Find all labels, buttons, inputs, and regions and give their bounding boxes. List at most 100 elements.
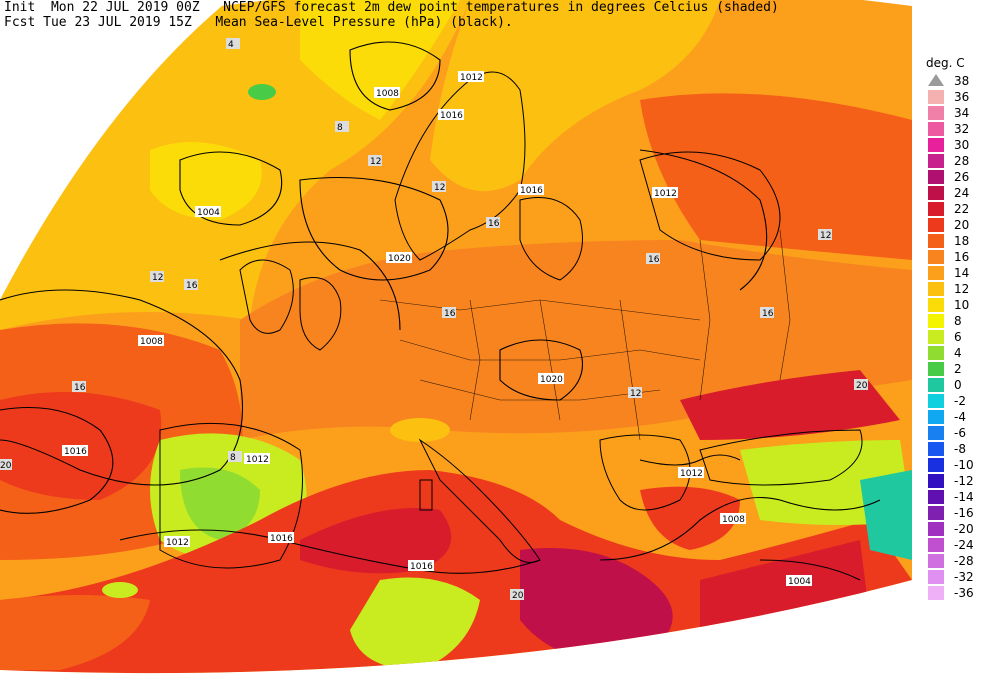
- legend-swatch: [928, 490, 944, 504]
- isobar-label: 1012: [680, 469, 703, 479]
- legend-swatch: [928, 90, 944, 104]
- legend-label: -16: [954, 506, 974, 520]
- legend-item: 16: [928, 250, 998, 266]
- legend-swatch: [928, 554, 944, 568]
- isobar-label: 1020: [540, 375, 563, 385]
- legend-swatch: [928, 474, 944, 488]
- legend-item: 10: [928, 298, 998, 314]
- temp-label: 8: [230, 453, 236, 463]
- legend-label: 4: [954, 346, 962, 360]
- legend-swatch: [928, 522, 944, 536]
- header-fcst-line: Fcst Tue 23 JUL 2019 15Z Mean Sea-Level …: [4, 15, 513, 30]
- legend-label: 14: [954, 266, 970, 280]
- legend-item: -36: [928, 586, 998, 602]
- legend-swatch: [928, 250, 944, 264]
- legend-swatch: [928, 394, 944, 408]
- legend-swatch: [928, 106, 944, 120]
- legend-label: 0: [954, 378, 962, 392]
- legend-label: -4: [954, 410, 966, 424]
- legend-item: 24: [928, 186, 998, 202]
- legend-label: -28: [954, 554, 974, 568]
- legend-swatch: [928, 442, 944, 456]
- legend-label: -12: [954, 474, 974, 488]
- legend-swatch: [928, 266, 944, 280]
- legend-title: deg. C: [926, 56, 965, 70]
- color-legend: deg. C 38 36 34 32 30 28 26 24 22 20 18 16 14 12 10 8 6 4…: [922, 56, 992, 616]
- legend-swatch: [928, 410, 944, 424]
- legend-item: -10: [928, 458, 998, 474]
- legend-item: 6: [928, 330, 998, 346]
- isobar-labels: 1008 1016 1004 1012 1020 1016 1008 1016 …: [62, 71, 812, 587]
- legend-label: -2: [954, 394, 966, 408]
- legend-swatch: [928, 170, 944, 184]
- isobar-label: 1008: [722, 515, 745, 525]
- isobar-label: 1004: [197, 208, 220, 218]
- legend-swatch: [928, 298, 944, 312]
- isobar-label: 1016: [440, 111, 463, 121]
- legend-label: 38: [954, 74, 970, 88]
- legend-swatch: [928, 458, 944, 472]
- isobar-label: 1016: [410, 562, 433, 572]
- temp-label: 20: [512, 591, 524, 601]
- legend-label: 16: [954, 250, 970, 264]
- legend-swatch: [928, 378, 944, 392]
- header-init-line: Init Mon 22 JUL 2019 00Z NCEP/GFS foreca…: [4, 0, 779, 15]
- legend-label: 8: [954, 314, 962, 328]
- temp-label: 12: [630, 389, 641, 399]
- legend-swatch: [928, 538, 944, 552]
- temp-label: 16: [444, 309, 456, 319]
- legend-swatch: [928, 218, 944, 232]
- legend-item: -8: [928, 442, 998, 458]
- legend-label: 36: [954, 90, 970, 104]
- legend-item: 32: [928, 122, 998, 138]
- isobar-label: 1016: [270, 534, 293, 544]
- legend-item: -20: [928, 522, 998, 538]
- legend-label: 28: [954, 154, 970, 168]
- isobar-label: 1012: [166, 538, 189, 548]
- legend-item: 4: [928, 346, 998, 362]
- legend-label: 6: [954, 330, 962, 344]
- legend-swatch: [928, 234, 944, 248]
- isobar-label: 1012: [654, 189, 677, 199]
- temp-label: 16: [648, 255, 660, 265]
- legend-swatch: [928, 202, 944, 216]
- legend-swatch: [928, 346, 944, 360]
- legend-swatch: [928, 506, 944, 520]
- legend-label: -20: [954, 522, 974, 536]
- isobar-label: 1008: [376, 89, 399, 99]
- legend-label: 18: [954, 234, 970, 248]
- legend-swatch: [928, 314, 944, 328]
- temp-label: 12: [820, 231, 831, 241]
- legend-item: -6: [928, 426, 998, 442]
- legend-item: 36: [928, 90, 998, 106]
- temp-label: 16: [762, 309, 774, 319]
- legend-label: 22: [954, 202, 970, 216]
- legend-item: -14: [928, 490, 998, 506]
- legend-item: 18: [928, 234, 998, 250]
- legend-label: 26: [954, 170, 970, 184]
- legend-label: 2: [954, 362, 962, 376]
- legend-item: -32: [928, 570, 998, 586]
- temp-label: 12: [370, 157, 381, 167]
- legend-item: 20: [928, 218, 998, 234]
- legend-swatch: [928, 330, 944, 344]
- legend-swatch: [928, 186, 944, 200]
- isobars: [0, 41, 881, 581]
- isobar-label: 1012: [246, 455, 269, 465]
- coastlines: [159, 71, 863, 569]
- isobar-label: 1016: [520, 186, 543, 196]
- legend-swatch: [928, 362, 944, 376]
- legend-item: -12: [928, 474, 998, 490]
- legend-item: -28: [928, 554, 998, 570]
- temp-label: 16: [74, 383, 86, 393]
- legend-item: 8: [928, 314, 998, 330]
- legend-label: 24: [954, 186, 970, 200]
- map-header: Init Mon 22 JUL 2019 00Z NCEP/GFS foreca…: [4, 0, 779, 30]
- temp-label: 20: [856, 381, 868, 391]
- legend-swatch: [928, 426, 944, 440]
- legend-item: 22: [928, 202, 998, 218]
- isobar-label: 1008: [140, 337, 163, 347]
- legend-swatch: [928, 154, 944, 168]
- temp-label: 12: [152, 273, 163, 283]
